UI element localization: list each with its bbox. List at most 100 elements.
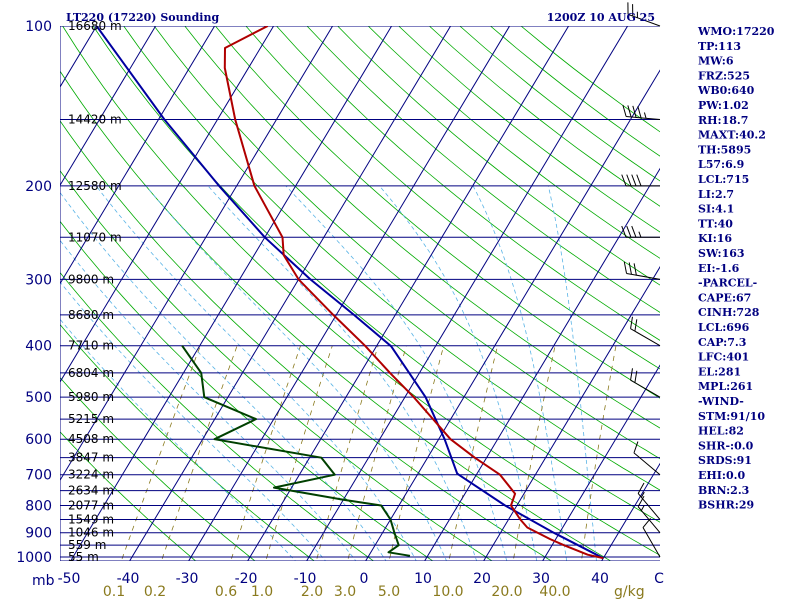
sounding-index: -PARCEL- [698,277,757,290]
sounding-index: RH:18.7 [698,114,748,127]
temperature-tick-label: C [654,571,664,587]
sounding-index: EHI:0.0 [698,469,745,482]
mixing-ratio-tick-label: 3.0 [334,584,356,600]
wind-barb-flag [627,105,632,118]
wind-barb-flag [640,491,645,498]
wind-barb-flag [623,261,628,274]
wind-barb-staff [633,452,661,476]
dry-adiabat [153,26,660,460]
mixing-ratio-tick-label: 40.0 [539,584,570,600]
isotherm [247,26,570,561]
wind-barb-flag [630,368,633,381]
moist-adiabat [60,239,357,561]
mixing-ratio-tick-label: 0.2 [144,584,166,600]
temperature-tick-label: -40 [117,571,140,587]
isotherm [424,167,660,561]
wind-barb-flag [631,174,637,187]
moist-adiabat [145,185,447,561]
pressure-label: 500 [25,390,52,406]
wind-barb-flag [637,495,645,507]
sounding-index: MW:6 [698,55,734,68]
dry-adiabat [367,26,660,259]
temperature-tick-label: 0 [360,571,369,587]
wind-barb-flag [636,174,642,187]
sounding-index: EI:-1.6 [698,262,740,275]
isotherm [70,26,393,561]
wind-barb [621,174,660,187]
mixing-ratio-tick-label: 20.0 [491,584,522,600]
temperature-tick-label: -30 [176,571,199,587]
pressure-unit-label: mb [32,573,55,589]
height-label: 4508 m [68,432,114,446]
sounding-index: TT:40 [698,217,733,230]
mixing-ratio-line [265,345,333,561]
wind-barb-flag [640,505,645,511]
moist-adiabat [95,185,417,561]
sounding-index: TP:113 [698,40,741,53]
height-label: 3224 m [68,468,114,482]
isotherm [542,364,660,561]
height-label: 12580 m [68,179,122,193]
sounding-index: -WIND- [698,395,744,408]
height-label: 11070 m [68,230,122,244]
wind-barb-flag [634,319,638,332]
mixing-ratio-tick-label: 0.1 [103,584,125,600]
wind-barb-flag [626,174,632,187]
pressure-label: 300 [25,272,52,288]
dry-adiabat [337,26,660,286]
wind-barb-staff [630,379,661,398]
isotherm [188,26,511,561]
temperature-tick-label: 10 [414,571,432,587]
height-label: 1549 m [68,513,114,527]
height-label: 55 m [68,550,99,564]
temperature-tick-labels: -50 -40 -30 -20 -10 0 10 20 30 40 C [58,571,665,587]
sounding-index: SW:163 [698,247,745,260]
wind-barb-flag [637,482,645,494]
dry-adiabat [306,26,660,313]
sounding-index: CAP:7.3 [698,336,746,349]
wind-barb [627,2,661,27]
pressure-label: 900 [25,526,52,542]
height-label: 8680 m [68,308,114,322]
sounding-index: BSHR:29 [698,499,754,512]
height-label: 16680 m [68,19,122,33]
pressure-label: 400 [25,339,52,355]
isotherm [60,26,334,482]
wind-barb-staff [642,527,661,558]
wind-barb-flag [633,441,639,454]
wind-barb [623,261,661,280]
sounding-index: PW:1.02 [698,99,749,112]
dry-adiabat [60,220,434,561]
isotherm [60,26,275,383]
isotherm [60,26,216,285]
height-label: 14420 m [68,113,122,127]
mixing-ratio-tick-label: 2.0 [301,584,323,600]
wind-barb-flag [621,174,627,187]
sounding-index: MAXT:40.2 [698,129,766,142]
wind-barb-staff [626,116,661,121]
mixing-ratio-line [120,345,201,561]
height-label: 6804 m [68,366,114,380]
dewpoint-line [181,345,411,557]
dry-adiabat [215,26,660,399]
parcel-trace-line [95,26,604,560]
temperature-tick-label: -10 [294,571,317,587]
moist-adiabat [547,185,597,561]
height-label: 9800 m [68,272,114,286]
moist-adiabat [207,185,478,561]
moist-adiabat [379,185,538,561]
wind-barb-staff [637,506,661,534]
sounding-index: MPL:261 [698,380,753,393]
pressure-label: 800 [25,499,52,515]
isotherm [129,26,452,561]
isotherm [483,266,660,561]
temperature-tick-label: -50 [58,571,81,587]
wind-barb-flag [643,112,647,119]
mixing-ratio-line [448,345,498,561]
pressure-label: 200 [25,179,52,195]
wind-barbs [621,2,661,558]
sounding-index: HEL:82 [698,425,744,438]
mixing-ratio-tick-labels: 0.1 0.2 0.6 1.0 2.0 3.0 5.0 10.0 20.0 40.0 [103,584,571,600]
